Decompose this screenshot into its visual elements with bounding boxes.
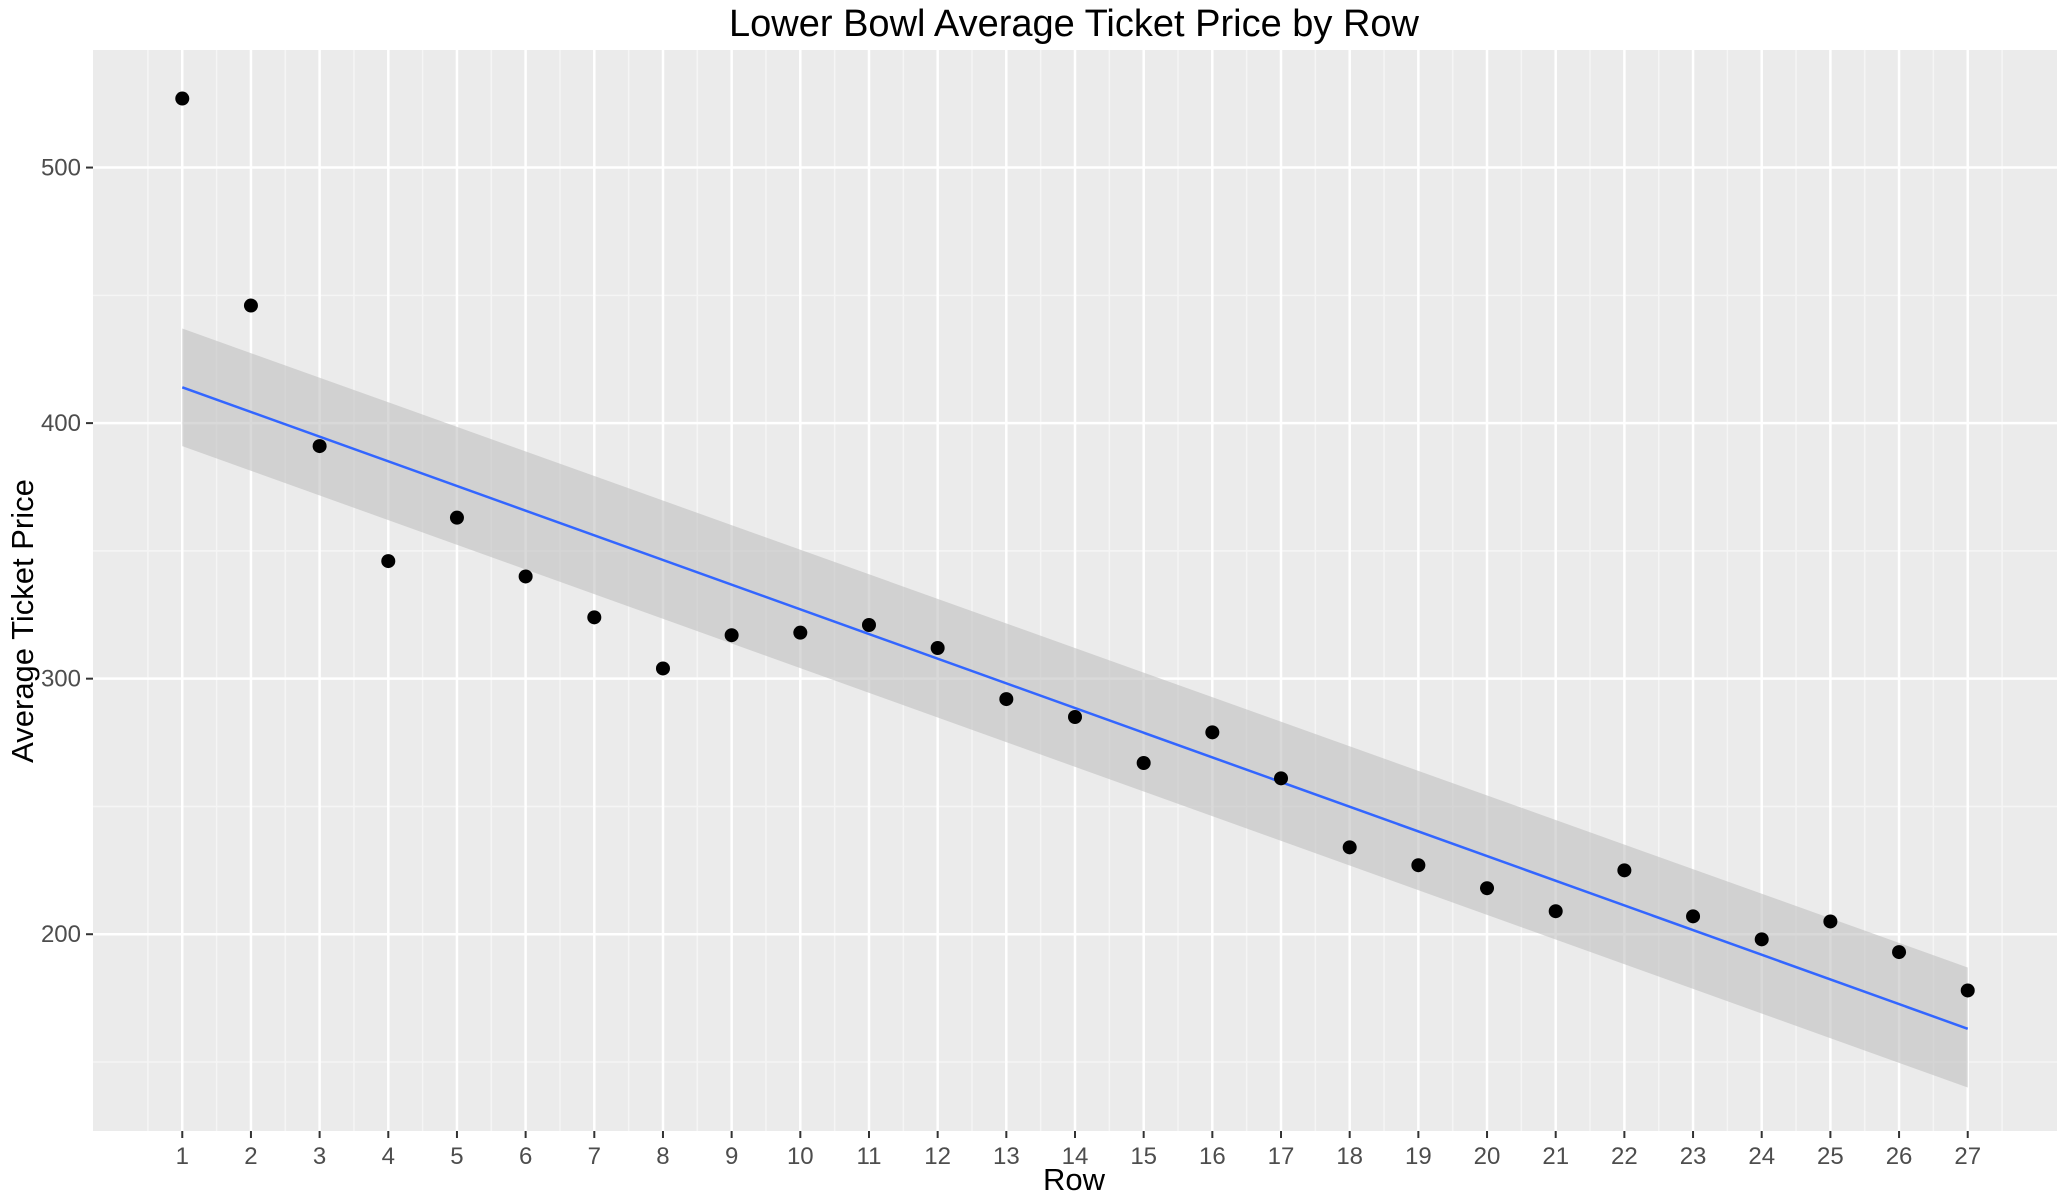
data-point-row-18 <box>1342 840 1357 855</box>
y-axis-title: Average Ticket Price <box>5 479 40 763</box>
y-tick-label-200: 200 <box>41 921 81 948</box>
data-point-row-22 <box>1617 863 1632 878</box>
data-point-row-1 <box>175 91 190 106</box>
trend-line <box>181 386 1969 1030</box>
data-point-row-4 <box>381 554 396 569</box>
x-tick-label-26: 26 <box>1886 1143 1913 1170</box>
data-point-row-19 <box>1411 858 1426 873</box>
x-tick-label-16: 16 <box>1199 1143 1226 1170</box>
x-tick-label-13: 13 <box>993 1143 1020 1170</box>
x-tick-label-20: 20 <box>1474 1143 1501 1170</box>
x-tick-label-24: 24 <box>1748 1143 1775 1170</box>
data-point-row-6 <box>518 569 533 584</box>
x-tick-label-14: 14 <box>1062 1143 1089 1170</box>
x-tick-label-27: 27 <box>1954 1143 1981 1170</box>
data-point-row-27 <box>1960 983 1975 998</box>
x-tick-label-4: 4 <box>382 1143 395 1170</box>
x-tick-label-18: 18 <box>1336 1143 1363 1170</box>
data-point-row-10 <box>793 625 808 640</box>
x-tick-label-6: 6 <box>519 1143 532 1170</box>
chart-title: Lower Bowl Average Ticket Price by Row <box>729 3 1419 45</box>
x-axis-ticks: 1 2 3 4 5 6 7 8 9 10 11 12 13 14 15 16 17 18 19 20 21 22 23 24 2… <box>176 1131 1981 1170</box>
data-point-row-5 <box>449 510 464 525</box>
data-point-row-13 <box>999 692 1014 707</box>
x-tick-label-21: 21 <box>1542 1143 1569 1170</box>
x-tick-label-25: 25 <box>1817 1143 1844 1170</box>
data-point-row-17 <box>1274 771 1289 786</box>
data-points <box>175 91 1975 998</box>
y-tick-label-300: 300 <box>41 666 81 693</box>
data-point-row-7 <box>587 610 602 625</box>
data-point-row-25 <box>1823 914 1838 929</box>
x-axis-title: Row <box>1043 1162 1106 1197</box>
data-point-row-15 <box>1136 756 1151 770</box>
data-point-row-2 <box>243 298 258 313</box>
x-tick-label-7: 7 <box>588 1143 601 1170</box>
data-point-row-21 <box>1548 904 1563 919</box>
data-point-row-16 <box>1205 725 1220 740</box>
x-tick-label-1: 1 <box>176 1143 189 1170</box>
data-point-row-3 <box>312 439 327 454</box>
x-tick-label-11: 11 <box>857 1143 882 1170</box>
data-point-row-20 <box>1480 881 1495 896</box>
data-point-row-14 <box>1068 710 1082 724</box>
x-tick-label-23: 23 <box>1680 1143 1707 1170</box>
data-point-row-26 <box>1892 945 1907 960</box>
y-tick-label-400: 400 <box>41 410 81 437</box>
data-point-row-9 <box>724 628 739 643</box>
y-tick-label-500: 500 <box>41 155 81 182</box>
data-point-row-24 <box>1754 932 1769 947</box>
x-tick-label-5: 5 <box>450 1143 463 1170</box>
x-tick-label-17: 17 <box>1268 1143 1295 1170</box>
x-tick-label-12: 12 <box>924 1143 951 1170</box>
data-point-row-23 <box>1686 909 1701 924</box>
x-tick-label-15: 15 <box>1130 1143 1157 1170</box>
x-tick-label-2: 2 <box>244 1143 257 1170</box>
x-tick-label-9: 9 <box>725 1143 738 1170</box>
data-point-row-11 <box>861 618 876 632</box>
x-tick-label-8: 8 <box>656 1143 669 1170</box>
data-point-row-8 <box>655 661 670 676</box>
y-axis-ticks: 200 300 400 500 <box>41 155 93 948</box>
x-tick-label-19: 19 <box>1405 1143 1432 1170</box>
x-tick-label-10: 10 <box>787 1143 814 1170</box>
x-tick-label-3: 3 <box>313 1143 326 1170</box>
x-tick-label-22: 22 <box>1611 1143 1638 1170</box>
data-point-row-12 <box>930 641 945 655</box>
